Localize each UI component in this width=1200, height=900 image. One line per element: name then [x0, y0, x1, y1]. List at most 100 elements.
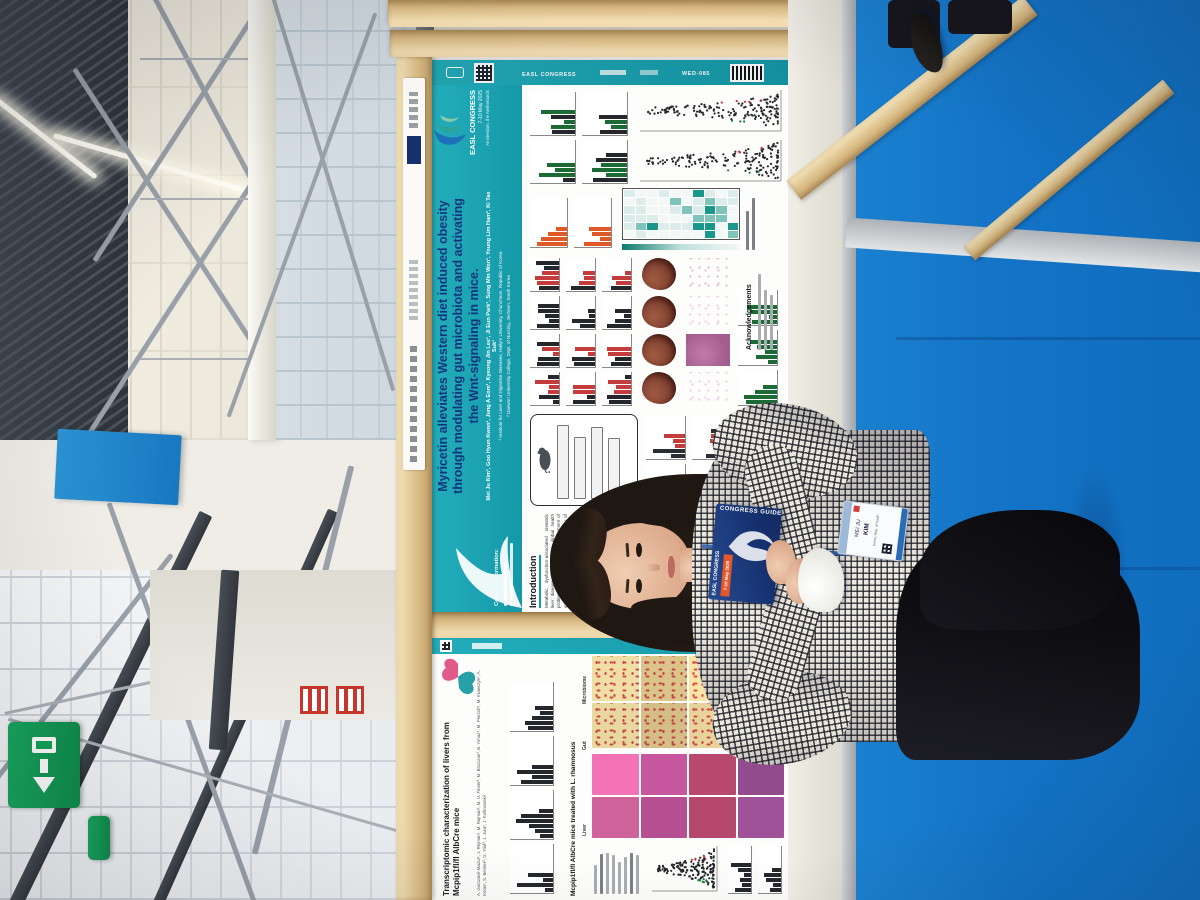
text-line-placeholder	[758, 274, 761, 350]
poster-main-affiliation2: ² Daewon University College, Dept. of Nu…	[506, 275, 511, 417]
nose	[646, 564, 660, 571]
histology-panel	[686, 296, 730, 328]
text-line-placeholder	[630, 852, 633, 894]
eye	[636, 579, 642, 593]
eye	[636, 543, 642, 557]
mini-bar-chart	[602, 296, 632, 330]
label-logo-block	[407, 136, 421, 164]
qr-code-icon	[474, 63, 494, 83]
phone-icon	[446, 67, 464, 78]
text-line-placeholder	[624, 856, 627, 894]
eyebrow	[625, 542, 630, 558]
presenter-person: EASL CONGRESS 7-10 May 2025 CONGRESS GUI…	[540, 360, 1140, 780]
text-line-placeholder	[600, 854, 603, 894]
text-line-placeholder	[636, 854, 639, 894]
bystander-leg	[948, 0, 1012, 34]
mini-bar-chart	[510, 844, 554, 894]
mini-bar-chart	[530, 296, 560, 330]
qr-code-icon	[440, 640, 452, 652]
volcano-plot	[640, 90, 782, 132]
histology-tile	[640, 797, 687, 838]
text-line-placeholder	[770, 294, 773, 350]
study-design-diagram	[530, 414, 638, 506]
mini-bar-chart	[574, 198, 612, 248]
histology-tile	[737, 797, 784, 838]
institution-flower-logo	[442, 658, 476, 695]
poster-main-affiliation1: ¹ Institute for Liver and Digestive Dise…	[498, 251, 503, 441]
structural-beam	[248, 0, 276, 440]
lips	[668, 556, 675, 578]
mini-bar-chart	[530, 92, 576, 136]
text-line-placeholder	[606, 853, 609, 894]
poster-code: WED-085	[682, 71, 711, 77]
text-line-placeholder	[752, 198, 755, 250]
mouse-icon	[537, 447, 551, 473]
session-label-strip	[403, 78, 425, 470]
barcode-icon	[730, 64, 764, 82]
heatmap-caption	[746, 192, 758, 250]
panel-label-liver: Liver	[582, 824, 588, 836]
heatmap	[622, 188, 740, 240]
text-line-placeholder	[618, 861, 621, 894]
red-safety-sign	[336, 686, 364, 714]
acknowledgements-heading: Acknowledgements	[746, 284, 753, 350]
poster-left: Transcriptomic characterization of liver…	[432, 638, 788, 900]
histology-tile	[592, 797, 639, 838]
sidebar-brand: EASL CONGRESS	[522, 72, 577, 78]
histology-panel	[686, 258, 730, 290]
hanging-banner	[54, 428, 182, 506]
attendee-badge: MEI JU KIM Korea, Rep. of South	[836, 500, 910, 562]
mini-bar-chart	[566, 296, 596, 330]
poster-main-title: Myricetin alleviates Western diet induce…	[436, 198, 481, 494]
poster-main-header: Myricetin alleviates Western diet induce…	[430, 85, 522, 612]
exit-arrow-icon	[33, 777, 55, 793]
text-line-placeholder	[594, 865, 597, 894]
mini-bar-chart	[566, 258, 596, 292]
mouse-liver-photo	[642, 258, 676, 290]
ceiling	[0, 0, 432, 900]
poster-main-authors: Mei Ju Kim¹, Goo Hyun Kwon¹, Jung A Eom¹…	[486, 191, 498, 501]
book-brand: EASL CONGRESS	[711, 550, 722, 596]
poster-main: Myricetin alleviates Western diet induce…	[430, 60, 788, 612]
volcano-plot-small	[652, 846, 718, 892]
congress-guide-book: EASL CONGRESS 7-10 May 2025 CONGRESS GUI…	[707, 503, 783, 605]
far-wall	[150, 570, 432, 720]
easl-wave-logo	[434, 115, 466, 145]
book-side-title: CONGRESS GUIDE	[719, 505, 782, 518]
exit-door-icon	[32, 737, 56, 753]
mini-bar-chart	[530, 258, 560, 292]
mini-bar-chart	[728, 846, 752, 894]
text-line-placeholder	[504, 563, 507, 606]
eyebrow	[625, 578, 630, 594]
mini-bar-chart	[510, 790, 554, 840]
exit-sign-small	[88, 816, 110, 860]
acknowledgements-text	[758, 258, 776, 350]
text-line-placeholder	[764, 289, 767, 350]
poster-left-title: Transcriptomic characterization of liver…	[442, 722, 461, 896]
mouse-liver-photo	[642, 296, 676, 328]
poster-main-sidebar: EASL CONGRESS WED-085	[430, 60, 788, 85]
easl-congress-brand: EASL CONGRESS	[468, 90, 477, 155]
heatmap-colorbar	[622, 244, 740, 250]
easl-congress-dates: 7-10 May 2025	[478, 90, 484, 124]
black-skirt-fold	[920, 510, 1120, 630]
text-line-placeholder	[746, 211, 749, 250]
exit-sign	[8, 722, 80, 808]
mini-bar-chart	[582, 140, 628, 184]
text-line-placeholder	[510, 542, 513, 606]
contact-info-label: Contact information:	[494, 549, 500, 606]
histology-tile	[689, 797, 736, 838]
text-line-placeholder	[612, 854, 615, 894]
exit-arrow-bar	[40, 759, 48, 773]
poster-left-small-text	[594, 846, 642, 894]
book-wave-graphic	[728, 531, 775, 562]
contact-info-lines	[504, 542, 516, 606]
easl-congress-location: Amsterdam, the Netherlands	[485, 90, 490, 146]
mini-bar-chart	[530, 198, 568, 248]
mini-bar-chart	[530, 140, 576, 184]
volcano-plot	[640, 140, 782, 182]
mini-bar-chart	[758, 846, 782, 894]
badge-qr-icon	[880, 542, 894, 556]
